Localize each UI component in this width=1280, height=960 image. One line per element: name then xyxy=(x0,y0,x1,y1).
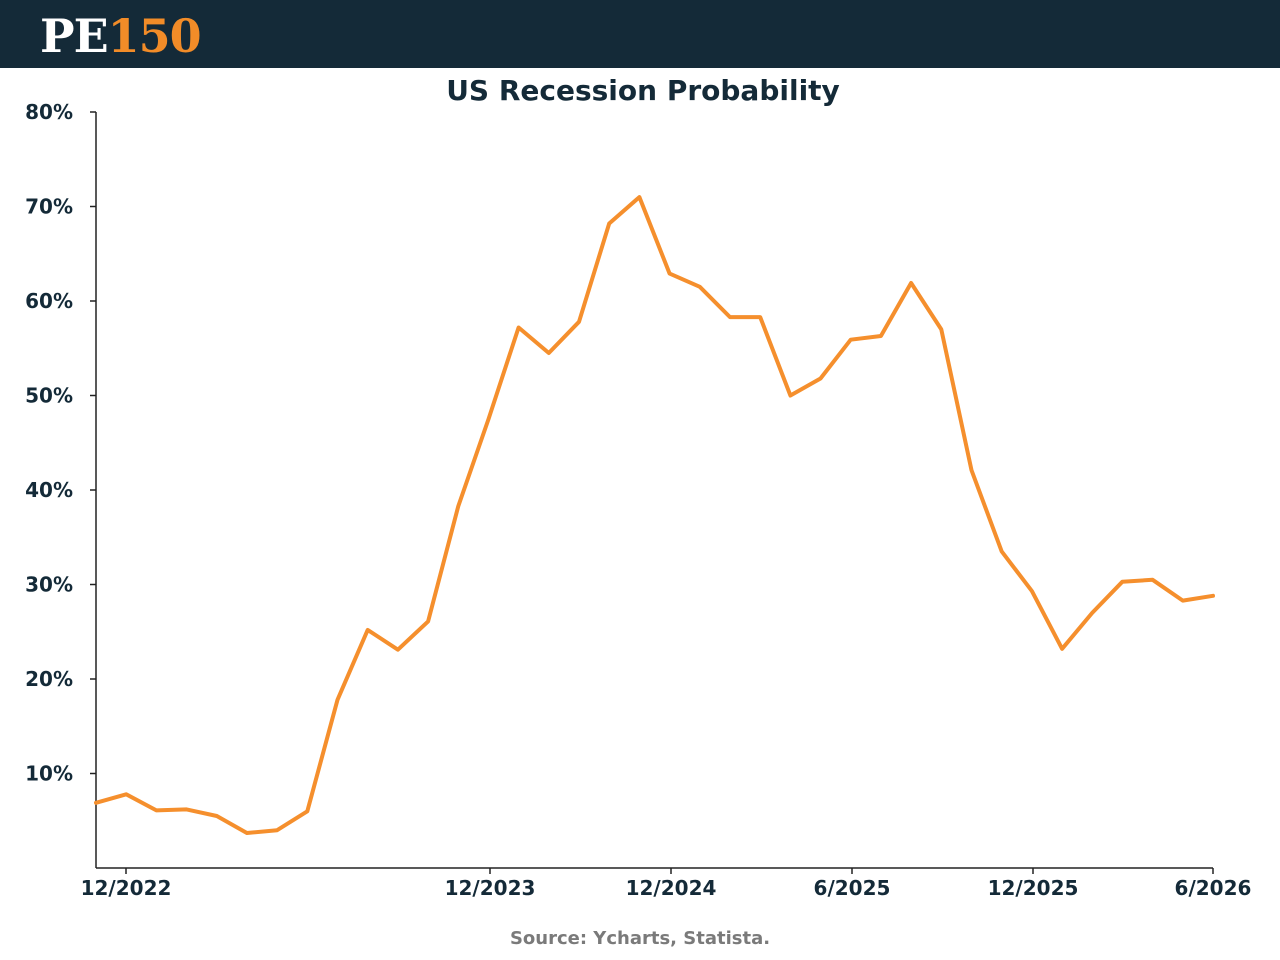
data-point xyxy=(909,281,913,285)
y-tick-label: 50% xyxy=(25,384,73,408)
data-point xyxy=(668,272,672,276)
data-point xyxy=(879,334,883,338)
y-tick-label: 10% xyxy=(25,762,73,786)
data-point xyxy=(185,807,189,811)
data-point xyxy=(336,698,340,702)
data-point xyxy=(396,648,400,652)
pe150-logo: PE150 xyxy=(40,8,202,64)
x-tick-label: 12/2023 xyxy=(445,876,536,900)
x-tick-label: 6/2025 xyxy=(814,876,891,900)
x-tick-label: 12/2025 xyxy=(988,876,1079,900)
data-point xyxy=(547,351,551,355)
data-point xyxy=(698,285,702,289)
x-tick-label: 12/2024 xyxy=(626,876,717,900)
data-point xyxy=(1151,578,1155,582)
data-point xyxy=(1060,647,1064,651)
chart-title: US Recession Probability xyxy=(446,74,840,107)
y-tick-label: 60% xyxy=(25,289,73,313)
series-line xyxy=(94,195,1215,835)
data-point xyxy=(94,801,98,805)
data-point xyxy=(819,377,823,381)
data-point xyxy=(939,327,943,331)
data-point xyxy=(607,222,611,226)
source-note: Source: Ycharts, Statista. xyxy=(509,928,771,949)
data-point xyxy=(637,195,641,199)
data-point xyxy=(215,814,219,818)
x-tick-label: 12/2022 xyxy=(81,876,172,900)
data-point xyxy=(849,338,853,342)
y-tick-label: 70% xyxy=(25,195,73,219)
x-axis: 12/2022 12/2023 12/2024 6/2025 12/2025 6/2026 xyxy=(81,867,1252,900)
data-point xyxy=(426,619,430,623)
logo-150-text: 150 xyxy=(107,9,202,63)
data-point xyxy=(275,828,279,832)
y-tick-label: 30% xyxy=(25,573,73,597)
data-point xyxy=(487,417,491,421)
x-tick-label: 6/2026 xyxy=(1175,876,1252,900)
data-point xyxy=(517,326,521,330)
y-axis: 10% 20% 30% 40% 50% 60% 70% 80% xyxy=(25,100,97,868)
data-point xyxy=(1030,589,1034,593)
data-point xyxy=(245,831,249,835)
data-point xyxy=(970,468,974,472)
data-point xyxy=(1120,580,1124,584)
data-point xyxy=(366,628,370,632)
data-point xyxy=(1090,611,1094,615)
data-point xyxy=(1211,594,1215,598)
data-point xyxy=(456,504,460,508)
data-point xyxy=(758,315,762,319)
header-bar: PE150 xyxy=(0,0,1280,68)
plot-area xyxy=(94,195,1215,835)
y-tick-label: 20% xyxy=(25,667,73,691)
data-point xyxy=(305,809,309,813)
logo-pe-text: PE xyxy=(40,9,109,63)
y-tick-label: 80% xyxy=(25,100,73,124)
y-tick-label: 40% xyxy=(25,478,73,502)
data-point xyxy=(124,792,128,796)
data-point xyxy=(728,315,732,319)
data-point xyxy=(1000,549,1004,553)
data-point xyxy=(788,394,792,398)
data-point xyxy=(577,320,581,324)
data-point xyxy=(1181,599,1185,603)
data-point xyxy=(154,808,158,812)
